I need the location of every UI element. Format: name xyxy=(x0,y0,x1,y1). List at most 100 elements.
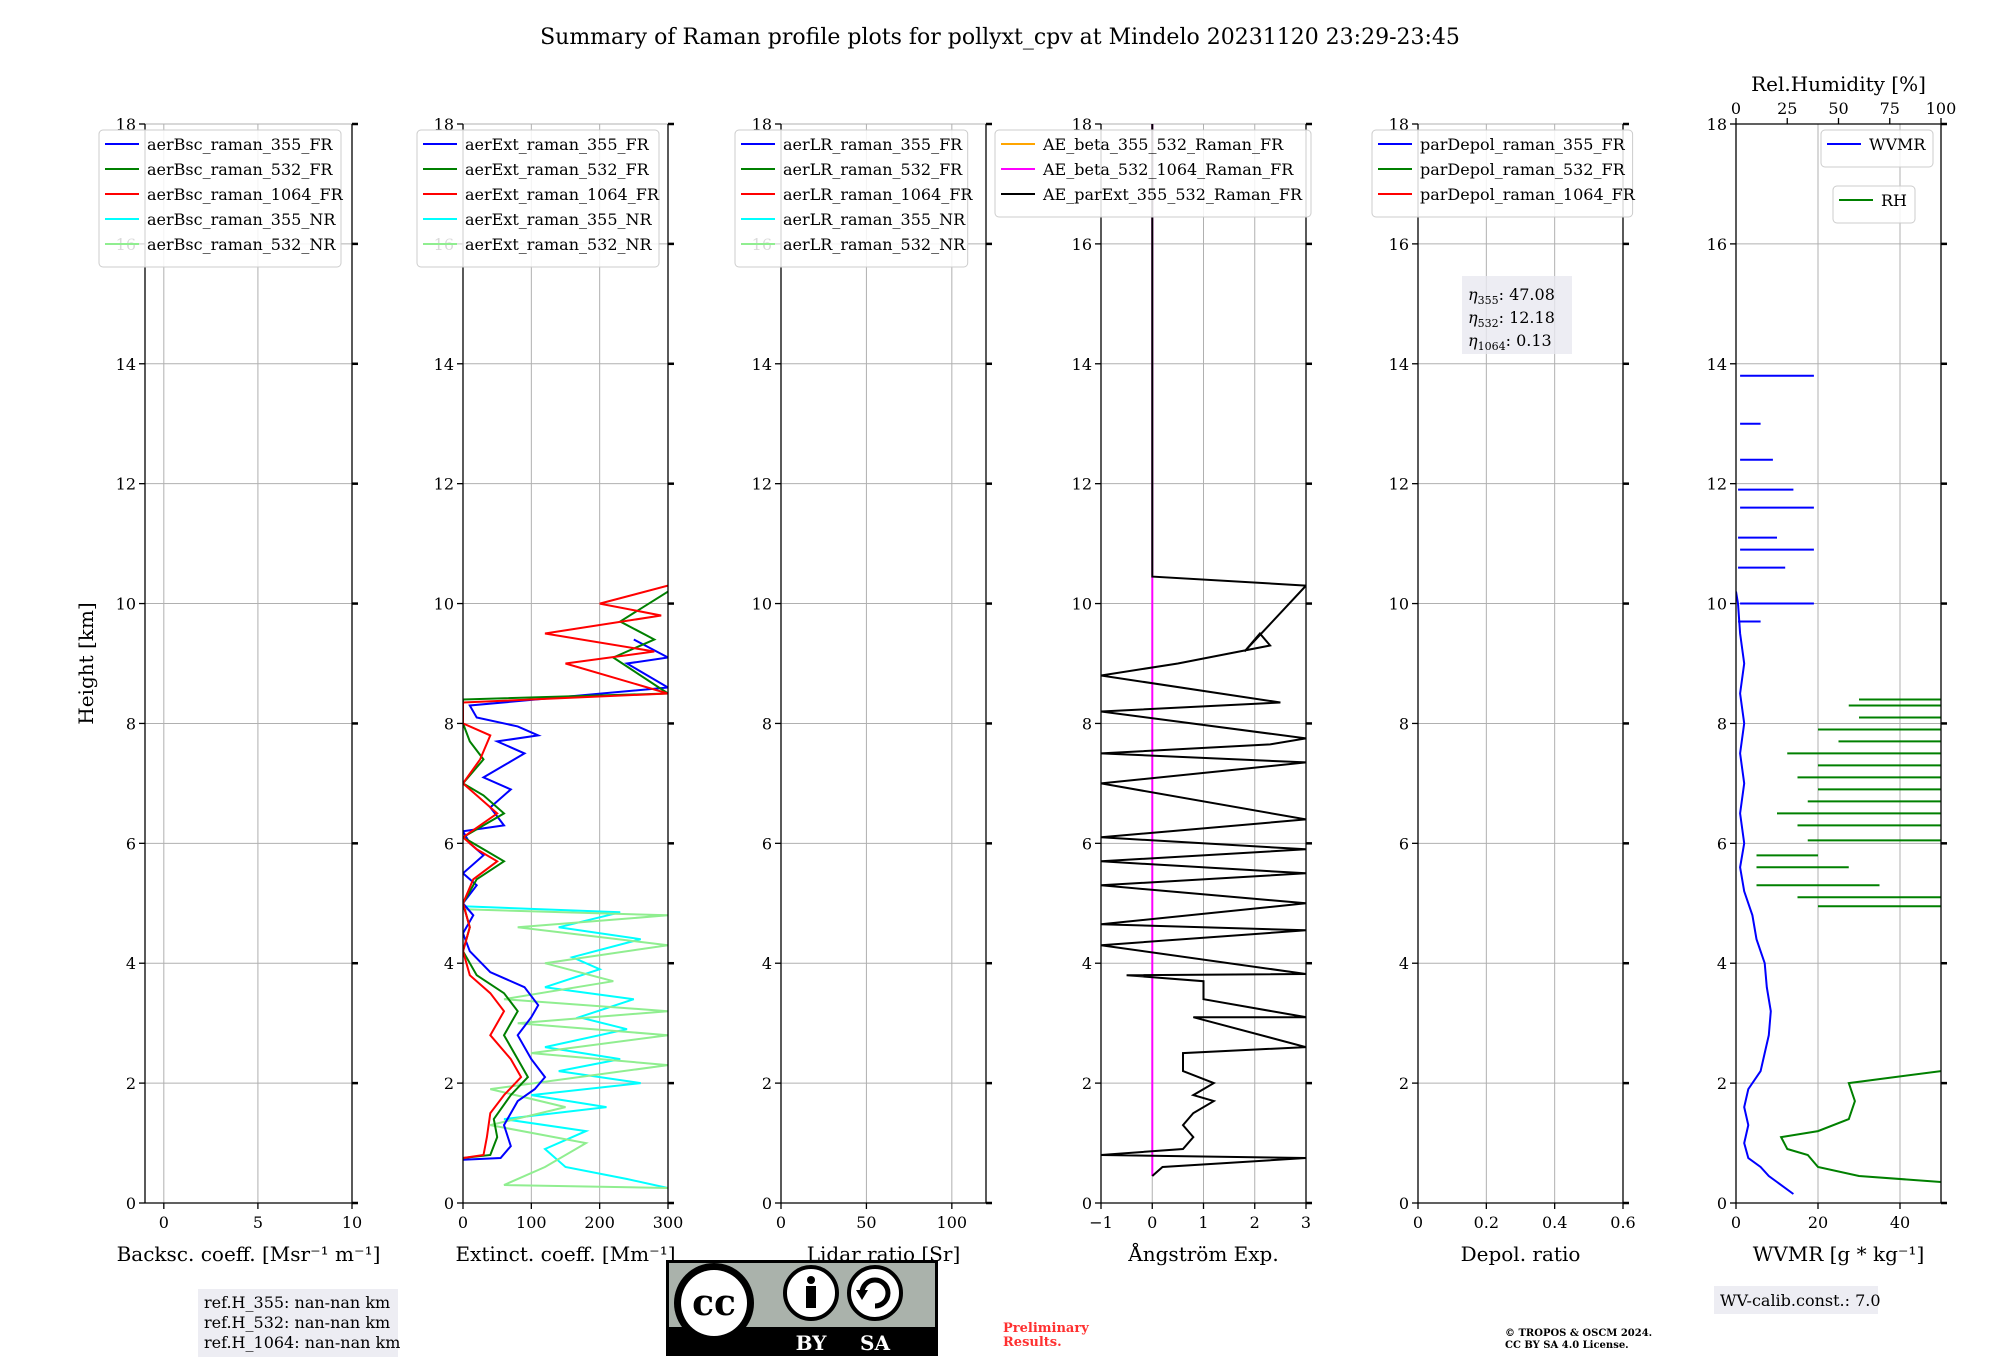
y-tick-label: 6 xyxy=(444,834,454,853)
legend-backscatter: aerBsc_raman_355_FR aerBsc_raman_532_FRae… xyxy=(98,129,344,268)
y-tick-label: 2 xyxy=(444,1074,454,1093)
legend-entry-label: parDepol_raman_1064_FR xyxy=(1420,185,1636,204)
series-AE_parExt_355_532_Raman_FR xyxy=(1101,124,1306,1177)
data-layer xyxy=(1101,124,1306,1177)
y-tick-label: 16 xyxy=(1707,235,1727,254)
top-tick-label: 0 xyxy=(1731,99,1741,118)
y-tick-label: 2 xyxy=(1399,1074,1409,1093)
legend-rh: RH xyxy=(1832,185,1916,224)
legend-lidar_ratio: aerLR_raman_355_FR aerLR_raman_532_FR aerL… xyxy=(734,129,973,268)
legend-box xyxy=(994,129,1312,218)
y-tick-label: 12 xyxy=(752,475,772,494)
x-tick-label: −1 xyxy=(1089,1213,1113,1232)
series-aerExt_raman_1064_FR xyxy=(463,584,668,1159)
legend-entry-label: AE_beta_532_1064_Raman_FR xyxy=(1042,160,1294,179)
y-tick-label: 14 xyxy=(1389,355,1409,374)
y-tick-label: 14 xyxy=(1707,355,1727,374)
x-tick-label: 50 xyxy=(856,1213,876,1232)
series-aerExt_raman_532_NR xyxy=(463,908,668,1189)
x-axis-label: Backsc. coeff. [Msr⁻¹ m⁻¹] xyxy=(117,1242,381,1266)
y-tick-label: 0 xyxy=(444,1194,454,1213)
y-tick-label: 12 xyxy=(1707,475,1727,494)
x-tick-label: 0.2 xyxy=(1474,1213,1499,1232)
data-layer xyxy=(463,584,668,1189)
reference-height-text: ref.H_532: nan-nan km xyxy=(204,1313,390,1332)
top-tick-label: 100 xyxy=(1926,99,1957,118)
data-layer xyxy=(1736,374,1941,1195)
cc-logo-text: cc xyxy=(692,1282,736,1324)
y-tick-label: 8 xyxy=(762,714,772,733)
y-tick-label: 6 xyxy=(1082,834,1092,853)
eta-subscript: 532 xyxy=(1478,317,1499,330)
preliminary-label-line1: Preliminary xyxy=(1003,1321,1089,1336)
y-tick-label: 4 xyxy=(444,954,454,973)
y-tick-label: 2 xyxy=(762,1074,772,1093)
x-tick-label: 0 xyxy=(1731,1213,1741,1232)
x-tick-label: 3 xyxy=(1301,1213,1311,1232)
eta-symbol: η xyxy=(1468,285,1478,304)
eta-value: : 47.08 xyxy=(1499,285,1555,304)
series-aerExt_raman_532_FR xyxy=(463,590,668,1159)
y-tick-label: 12 xyxy=(434,475,454,494)
x-tick-label: 0 xyxy=(1147,1213,1157,1232)
x-axis-label: Depol. ratio xyxy=(1461,1242,1581,1266)
top-tick-label: 50 xyxy=(1828,99,1848,118)
x-tick-label: 20 xyxy=(1808,1213,1828,1232)
legend-entry-label: aerBsc_raman_532_NR xyxy=(147,235,336,254)
y-tick-label: 4 xyxy=(1082,954,1092,973)
legend-box xyxy=(98,129,342,268)
figure-title: Summary of Raman profile plots for polly… xyxy=(540,25,1460,50)
eta-value-text: η532: 12.18 xyxy=(1468,308,1555,330)
y-tick-label: 16 xyxy=(1072,235,1092,254)
x-tick-label: 0 xyxy=(1413,1213,1423,1232)
legend-box xyxy=(416,129,660,268)
legend-entry-label: aerLR_raman_532_FR xyxy=(783,160,963,179)
legend-box xyxy=(734,129,969,268)
wv-calib-box xyxy=(1714,1286,1878,1314)
y-tick-label: 10 xyxy=(116,595,136,614)
y-tick-label: 14 xyxy=(434,355,454,374)
legend-wvmr: WVMR xyxy=(1820,129,1934,168)
eta-symbol: η xyxy=(1468,308,1478,327)
legend-box xyxy=(1820,129,1934,168)
y-tick-label: 10 xyxy=(752,595,772,614)
series-WVMR xyxy=(1736,591,1794,1195)
eta-annotation-box xyxy=(1462,276,1572,354)
panel-lidar_ratio: 024681012141618050100Lidar ratio [Sr]aer… xyxy=(734,115,992,1266)
legend-entry-label: aerLR_raman_532_NR xyxy=(783,235,966,254)
y-tick-label: 8 xyxy=(1399,714,1409,733)
legend-entry-label: aerExt_raman_532_FR xyxy=(465,160,650,179)
x-tick-label: 200 xyxy=(584,1213,615,1232)
x-tick-label: 100 xyxy=(516,1213,547,1232)
y-tick-label: 14 xyxy=(1072,355,1092,374)
y-tick-label: 6 xyxy=(762,834,772,853)
y-tick-label: 0 xyxy=(126,1194,136,1213)
top-axis-label: Rel.Humidity [%] xyxy=(1751,72,1926,96)
legend-entry-label: WVMR xyxy=(1869,135,1926,154)
y-axis-label: Height [km] xyxy=(74,602,98,724)
copyright-line2: CC BY SA 4.0 License. xyxy=(1505,1340,1629,1351)
x-tick-label: 0.6 xyxy=(1610,1213,1635,1232)
series-RH xyxy=(1779,1070,1941,1183)
legend-entry-label: aerBsc_raman_1064_FR xyxy=(147,185,344,204)
y-tick-label: 8 xyxy=(1717,714,1727,733)
x-axis-label: Extinct. coeff. [Mm⁻¹] xyxy=(455,1242,675,1266)
legend-entry-label: aerExt_raman_355_NR xyxy=(465,210,653,229)
y-tick-label: 18 xyxy=(752,115,772,134)
y-tick-label: 0 xyxy=(1717,1194,1727,1213)
eta-subscript: 1064 xyxy=(1478,340,1506,353)
y-tick-label: 12 xyxy=(1389,475,1409,494)
y-tick-label: 0 xyxy=(762,1194,772,1213)
legend-extinction: aerExt_raman_355_FR aerExt_raman_532_FRae… xyxy=(416,129,660,268)
eta-value-text: η355: 47.08 xyxy=(1468,285,1555,307)
y-tick-label: 18 xyxy=(1707,115,1727,134)
eta-value: : 0.13 xyxy=(1506,331,1552,350)
legend-entry-label: aerLR_raman_355_FR xyxy=(783,135,963,154)
y-tick-label: 6 xyxy=(1399,834,1409,853)
x-tick-label: 100 xyxy=(937,1213,968,1232)
legend-entry-label: aerExt_raman_1064_FR xyxy=(465,185,660,204)
legend-entry-label: aerBsc_raman_355_NR xyxy=(147,210,336,229)
y-tick-label: 2 xyxy=(126,1074,136,1093)
